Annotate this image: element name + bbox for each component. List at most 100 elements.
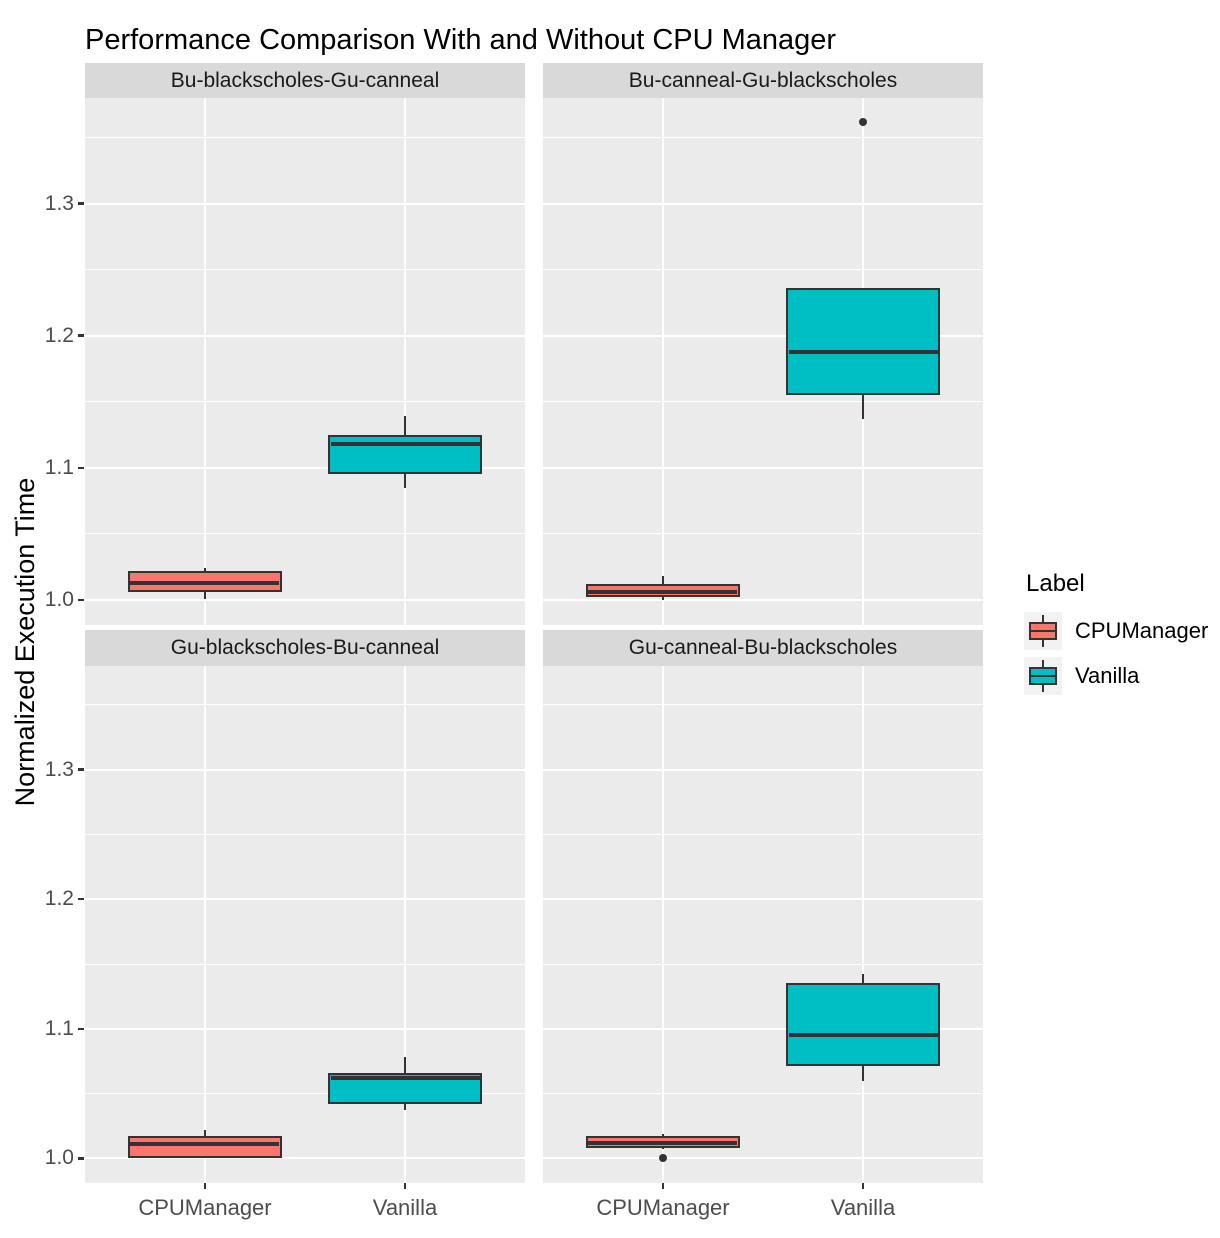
median-line: [130, 580, 280, 585]
x-axis-tick-mark: [661, 1183, 665, 1189]
y-tick-label: 1.0: [44, 587, 74, 611]
gridline-major: [543, 898, 983, 901]
facet-strip: Gu-blackscholes-Bu-canneal: [85, 630, 525, 666]
median-line: [330, 442, 480, 447]
y-axis-tick-mark: [78, 598, 84, 602]
y-axis-tick-mark: [78, 897, 84, 901]
gridline-vertical: [203, 666, 206, 1183]
median-line: [130, 1142, 280, 1147]
whisker-line: [861, 1066, 865, 1081]
gridline-major: [85, 1027, 525, 1030]
gridline-major: [543, 202, 983, 205]
gridline-vertical: [661, 666, 664, 1183]
median-line: [330, 1076, 480, 1081]
gridline-major: [543, 1027, 983, 1030]
legend-key: [1024, 612, 1062, 650]
facet-strip: Bu-canneal-Gu-blackscholes: [543, 63, 983, 98]
whisker-line: [403, 1057, 407, 1073]
x-axis-tick-mark: [403, 1183, 407, 1189]
y-tick-label: 1.2: [44, 323, 74, 347]
facet-strip: Bu-blackscholes-Gu-canneal: [85, 63, 525, 98]
y-tick-label: 1.3: [44, 191, 74, 215]
boxplot-box-vanilla: [786, 983, 940, 1067]
y-axis-tick-mark: [78, 1157, 84, 1160]
gridline-minor: [85, 137, 525, 139]
facet-panel: [85, 666, 525, 1183]
y-axis-tick-mark: [78, 202, 84, 205]
y-axis-tick-mark: [78, 466, 84, 470]
gridline-minor: [85, 533, 525, 535]
gridline-major: [543, 334, 983, 337]
y-tick-label: 1.0: [44, 1146, 74, 1170]
y-tick-label: 1.1: [44, 455, 74, 479]
gridline-minor: [85, 269, 525, 271]
gridline-major: [85, 334, 525, 337]
boxplot-box-vanilla: [786, 288, 940, 396]
gridline-minor: [85, 1093, 525, 1095]
whisker-line: [203, 1129, 207, 1137]
gridline-major: [543, 466, 983, 469]
facet-strip-label: Gu-blackscholes-Bu-canneal: [170, 636, 440, 659]
whisker-line: [203, 591, 207, 599]
outlier-dot: [658, 1154, 667, 1163]
legend-title: Label: [1026, 570, 1085, 597]
median-line: [788, 349, 938, 354]
legend-median-line: [1031, 674, 1055, 678]
gridline-major: [85, 466, 525, 469]
whisker-line: [661, 576, 665, 585]
median-line: [588, 589, 738, 594]
y-tick-label: 1.1: [44, 1016, 74, 1040]
whisker-line: [661, 1133, 665, 1137]
facet-panel: [85, 98, 525, 625]
gridline-major: [543, 768, 983, 771]
legend-entry-label: CPUManager: [1075, 618, 1209, 643]
gridline-minor: [543, 963, 983, 965]
median-line: [588, 1140, 738, 1145]
legend-entry-label: Vanilla: [1075, 663, 1140, 688]
y-tick-label: 1.2: [44, 887, 74, 911]
gridline-minor: [85, 704, 525, 706]
x-axis-tick-mark: [861, 1183, 865, 1189]
gridline-minor: [543, 137, 983, 139]
gridline-vertical: [203, 98, 206, 625]
whisker-line: [861, 974, 865, 984]
boxplot-box-cpumanager: [127, 1136, 282, 1159]
whisker-line: [403, 416, 407, 435]
gridline-vertical: [404, 666, 406, 1183]
chart-title: Performance Comparison With and Without …: [85, 24, 837, 56]
outlier-dot: [859, 117, 867, 126]
gridline-major: [543, 598, 983, 601]
x-tick-label: Vanilla: [830, 1195, 896, 1220]
legend-median-line: [1031, 629, 1055, 633]
gridline-minor: [543, 704, 983, 706]
whisker-line: [403, 1103, 407, 1111]
gridline-minor: [85, 963, 525, 965]
boxplot-key-icon: [1029, 622, 1057, 640]
whisker-line: [661, 1148, 665, 1150]
facet-strip-label: Bu-canneal-Gu-blackscholes: [628, 68, 898, 92]
legend-entry: CPUManager: [1024, 612, 1208, 650]
y-axis-tick-mark: [78, 334, 84, 337]
whisker-line: [403, 474, 407, 488]
x-axis-tick-mark: [203, 1183, 207, 1189]
gridline-minor: [543, 533, 983, 535]
gridline-minor: [543, 1093, 983, 1095]
gridline-minor: [85, 833, 525, 835]
legend-key: [1024, 657, 1062, 695]
facet-strip: Gu-canneal-Bu-blackscholes: [543, 630, 983, 666]
gridline-vertical: [404, 98, 406, 625]
legend-entry: Vanilla: [1024, 657, 1208, 695]
gridline-major: [85, 202, 525, 205]
x-tick-label: CPUManager: [596, 1195, 730, 1220]
gridline-major: [85, 898, 525, 901]
gridline-major: [543, 1157, 983, 1160]
gridline-major: [85, 768, 525, 771]
whisker-line: [861, 395, 865, 419]
gridline-minor: [543, 833, 983, 835]
gridline-major: [85, 598, 525, 601]
gridline-major: [85, 1157, 525, 1160]
gridline-vertical: [862, 666, 864, 1183]
x-tick-label: Vanilla: [372, 1195, 438, 1220]
whisker-line: [661, 597, 665, 600]
